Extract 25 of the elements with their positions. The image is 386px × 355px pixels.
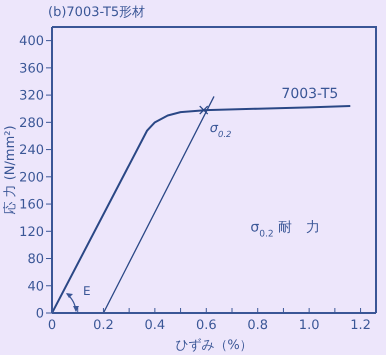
y-tick-label: 240: [19, 143, 44, 158]
x-tick-label: 0.8: [247, 318, 268, 334]
x-tick-label: 0.4: [144, 318, 166, 334]
x-tick-label: 1.2: [350, 318, 371, 334]
y-tick-label: 40: [27, 279, 44, 294]
y-tick-label: 360: [19, 61, 44, 76]
y-tick-label: 120: [19, 224, 44, 240]
annotation: E: [83, 284, 91, 298]
x-tick-label: 1.0: [298, 318, 320, 334]
y-tick-label: 200: [19, 170, 44, 186]
x-tick-label: 0: [48, 318, 56, 334]
y-tick-label: 0: [36, 306, 44, 322]
x-axis-title: ひずみ（%）: [175, 338, 253, 353]
x-tick-label: 0.6: [196, 318, 217, 334]
y-axis-title: 応 力 (N/mm²): [2, 125, 18, 215]
y-tick-label: 400: [19, 34, 44, 50]
chart-title: (b)7003-T5形材: [48, 5, 146, 20]
y-tick-label: 160: [19, 198, 44, 213]
series-label: 7003-T5: [281, 86, 338, 102]
annotation: σ$_{0.2}$: [210, 121, 232, 140]
y-tick-label: 280: [19, 116, 44, 131]
annotation: σ$_{0.2}$ 耐 力: [250, 219, 320, 240]
y-tick-label: 80: [27, 252, 44, 268]
x-tick-label: 0.2: [93, 318, 114, 334]
y-tick-label: 320: [19, 88, 44, 104]
